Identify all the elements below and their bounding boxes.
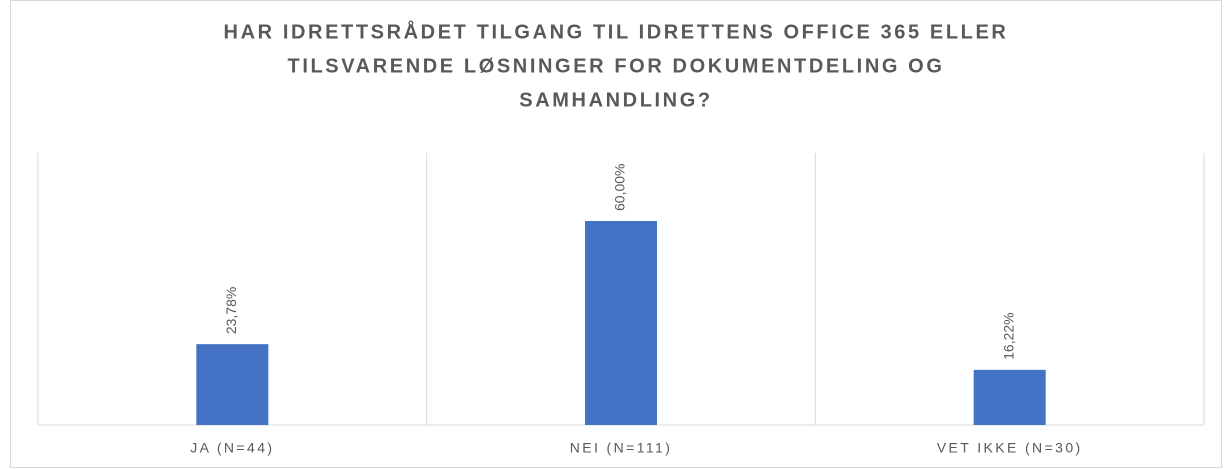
data-label: 60,00%: [612, 164, 628, 211]
chart-title: SAMHANDLING?: [519, 89, 712, 111]
chart-title: HAR IDRETTSRÅDET TILGANG TIL IDRETTENS O…: [224, 19, 1009, 43]
chart-title: TILSVARENDE LØSNINGER FOR DOKUMENTDELING…: [288, 55, 945, 77]
data-label: 16,22%: [1000, 312, 1016, 359]
bar: [196, 344, 269, 425]
x-tick-label: NEI (N=111): [570, 440, 673, 456]
bar: [973, 369, 1046, 425]
x-tick-label: JA (N=44): [190, 440, 274, 456]
x-tick-label: VET IKKE (N=30): [937, 440, 1083, 456]
data-label: 23,78%: [223, 287, 239, 334]
bar: [585, 221, 657, 425]
